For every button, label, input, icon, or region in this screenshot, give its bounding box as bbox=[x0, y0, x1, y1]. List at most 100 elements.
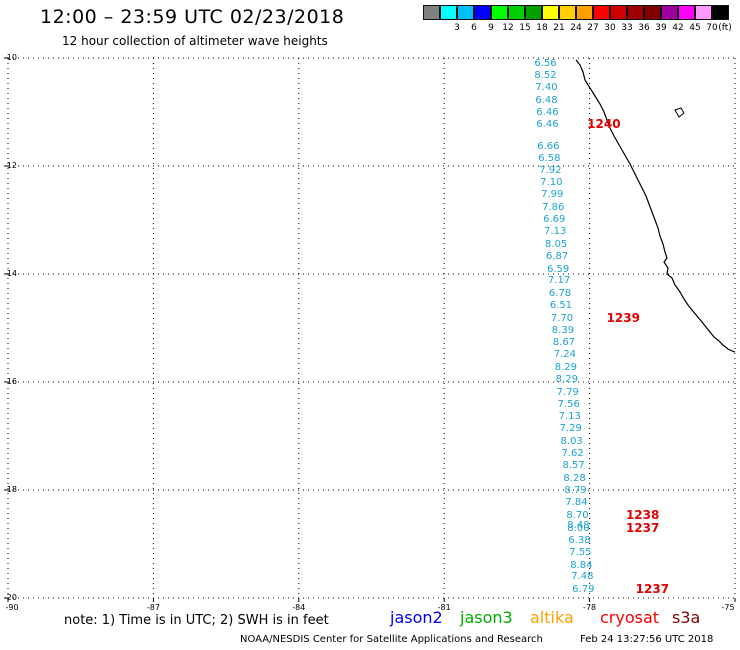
legend-label: 3 bbox=[454, 23, 460, 33]
footer-timestamp: Feb 24 13:27:56 UTC 2018 bbox=[580, 634, 714, 645]
wave-height-value: 6.78 bbox=[548, 287, 572, 299]
wave-height-value: 7.13 bbox=[544, 226, 567, 238]
coastline bbox=[575, 59, 736, 353]
legend-swatch bbox=[576, 5, 593, 20]
wave-height-value: 8.29 bbox=[554, 361, 577, 373]
note-text: note: 1) Time is in UTC; 2) SWH is in fe… bbox=[64, 613, 329, 628]
satellite-name: jason2 bbox=[390, 608, 443, 627]
wave-height-value: 7.48 bbox=[571, 571, 594, 583]
wave-height-value: 7.70 bbox=[550, 312, 574, 324]
legend-swatch bbox=[610, 5, 627, 20]
legend-label: 39 bbox=[655, 23, 667, 33]
lat-tick-label: -20 bbox=[3, 593, 17, 602]
legend-label: 36 bbox=[638, 23, 650, 33]
legend-swatch bbox=[474, 5, 491, 20]
wave-height-value: 6.48 bbox=[535, 94, 558, 106]
wave-height-value: 6.79 bbox=[572, 583, 595, 595]
legend-swatch bbox=[695, 5, 712, 20]
legend-label: 12 bbox=[502, 23, 514, 33]
wave-height-value: 7.84 bbox=[565, 497, 588, 509]
wave-height-value: 8.70 bbox=[566, 509, 589, 521]
legend-swatch bbox=[440, 5, 457, 20]
lon-tick-label: -90 bbox=[5, 603, 19, 612]
wave-height-value: 8.29 bbox=[555, 374, 578, 386]
wave-height-value: 6.87 bbox=[545, 251, 569, 263]
lon-tick-label: -78 bbox=[583, 603, 597, 612]
legend-swatch bbox=[542, 5, 559, 20]
page-title: 12:00 – 23:59 UTC 02/23/2018 bbox=[40, 6, 345, 28]
pass-time-label: 1239 bbox=[606, 310, 640, 325]
legend-label: 33 bbox=[621, 23, 633, 33]
wave-height-value: 7.56 bbox=[557, 398, 580, 410]
legend-swatch bbox=[525, 5, 542, 20]
wave-height-value: 8.79 bbox=[564, 485, 587, 496]
lat-tick-label: -10 bbox=[3, 53, 17, 62]
wave-height-value: 7.55 bbox=[569, 547, 592, 559]
wave-height-value: 6.58 bbox=[538, 152, 561, 164]
wave-height-value: 7.62 bbox=[561, 448, 584, 460]
wave-height-value: 6.59 bbox=[546, 263, 570, 275]
legend-swatch bbox=[508, 5, 525, 20]
legend-swatch bbox=[491, 5, 508, 20]
legend-swatch bbox=[559, 5, 576, 20]
wave-height-value: 6.56 bbox=[534, 57, 557, 69]
wave-height-value: 6.46 bbox=[536, 107, 559, 118]
lat-tick-label: -18 bbox=[3, 485, 17, 494]
footer-credit: NOAA/NESDIS Center for Satellite Applica… bbox=[240, 634, 543, 645]
wave-height-value: 7.13 bbox=[558, 411, 581, 423]
legend-label: 42 bbox=[672, 23, 684, 33]
pass-time-label: 1237 bbox=[635, 581, 670, 596]
wave-height-value: 6.46 bbox=[536, 118, 559, 130]
legend-swatch bbox=[712, 5, 729, 20]
wave-height-value: 7.29 bbox=[559, 423, 582, 435]
lon-tick-label: -81 bbox=[437, 603, 451, 612]
lon-tick-label: -75 bbox=[721, 603, 735, 612]
legend-swatch bbox=[423, 5, 440, 20]
legend-label: 30 bbox=[604, 23, 616, 33]
pass-time-label: 1240 bbox=[587, 116, 621, 131]
legend-swatch bbox=[457, 5, 474, 20]
lat-tick-label: -12 bbox=[3, 161, 17, 170]
legend-swatch bbox=[678, 5, 695, 20]
wave-height-value: 6.51 bbox=[549, 300, 573, 312]
pass-time-label: 1238 bbox=[625, 507, 660, 522]
legend-swatch bbox=[661, 5, 678, 20]
lat-tick-label: -14 bbox=[3, 269, 17, 278]
legend-label: 15 bbox=[519, 23, 531, 33]
wave-height-value: 8.57 bbox=[562, 460, 585, 472]
wave-height-value: 6.69 bbox=[543, 214, 566, 226]
wave-height-value: 8.52 bbox=[534, 70, 557, 82]
wave-height-value: 7.10 bbox=[540, 177, 563, 189]
wave-height-value: 8.67 bbox=[552, 337, 576, 349]
legend-label: 45 bbox=[689, 23, 701, 33]
page-subtitle: 12 hour collection of altimeter wave hei… bbox=[62, 34, 328, 48]
wave-height-value: 8.28 bbox=[563, 472, 586, 484]
wave-height-value: 8.05 bbox=[545, 238, 568, 250]
legend-label: 21 bbox=[553, 23, 565, 33]
wave-height-value: 8.03 bbox=[560, 435, 583, 447]
lon-tick-label: -87 bbox=[146, 603, 160, 612]
wave-height-value: 7.24 bbox=[553, 349, 577, 361]
island bbox=[674, 107, 685, 118]
legend-label: 6 bbox=[471, 23, 477, 33]
legend-unit: (ft) bbox=[718, 23, 732, 33]
legend-label: 27 bbox=[587, 23, 599, 33]
lat-tick-label: -16 bbox=[3, 377, 17, 386]
satellite-name: altika bbox=[530, 608, 574, 627]
legend-label: 9 bbox=[488, 23, 494, 33]
wave-height-value: 8.39 bbox=[551, 325, 575, 337]
legend-swatch bbox=[627, 5, 644, 20]
wave-height-value: 8.48 bbox=[567, 519, 590, 531]
legend-label: 24 bbox=[570, 23, 582, 33]
satellite-name: s3a bbox=[672, 608, 701, 627]
color-legend: 3 6 9 12 15 18 21 24 27 30 33 36 39 42 45 70 (ft) bbox=[423, 5, 733, 45]
wave-height-value: 6.38 bbox=[568, 534, 591, 546]
wave-height-value: 7.86 bbox=[542, 202, 565, 214]
wave-height-value: 6.66 bbox=[537, 141, 560, 153]
legend-label: 70 bbox=[706, 23, 718, 33]
wave-height-value: 8.00 bbox=[567, 522, 590, 534]
wave-height-value: 7.92 bbox=[539, 164, 562, 176]
wave-height-value: 7.17 bbox=[547, 275, 571, 287]
lon-tick-label: -84 bbox=[292, 603, 306, 612]
